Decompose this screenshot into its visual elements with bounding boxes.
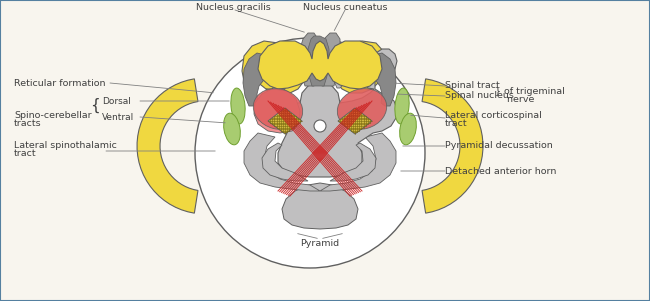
Text: Detached anterior horn: Detached anterior horn (445, 166, 556, 175)
Text: Spinal tract: Spinal tract (445, 82, 500, 91)
Circle shape (195, 38, 425, 268)
Text: tract: tract (14, 150, 36, 159)
Ellipse shape (254, 88, 303, 129)
Text: Pyramid: Pyramid (300, 238, 339, 247)
Ellipse shape (231, 88, 245, 124)
Text: tracts: tracts (14, 119, 42, 128)
Text: Nucleus cuneatus: Nucleus cuneatus (303, 2, 387, 11)
Text: Dorsal: Dorsal (102, 97, 131, 105)
Ellipse shape (314, 120, 326, 132)
Polygon shape (320, 133, 396, 191)
Text: Pyramidal decussation: Pyramidal decussation (445, 141, 552, 150)
Text: Lateral corticospinal: Lateral corticospinal (445, 111, 541, 120)
Polygon shape (300, 33, 319, 86)
Polygon shape (242, 41, 385, 93)
Text: Nucleus gracilis: Nucleus gracilis (196, 2, 270, 11)
Polygon shape (254, 89, 300, 133)
Text: } of trigeminal: } of trigeminal (495, 86, 565, 95)
Polygon shape (268, 108, 302, 134)
Ellipse shape (400, 113, 417, 145)
Polygon shape (370, 53, 396, 106)
Text: Reticular formation: Reticular formation (14, 79, 105, 88)
Polygon shape (320, 33, 340, 86)
Polygon shape (243, 53, 269, 106)
Polygon shape (258, 41, 382, 89)
Polygon shape (422, 79, 483, 213)
Polygon shape (137, 79, 198, 213)
Text: {: { (90, 98, 99, 113)
Polygon shape (330, 143, 376, 181)
Ellipse shape (224, 113, 240, 145)
Polygon shape (308, 36, 329, 86)
Text: Spinal nucleus: Spinal nucleus (445, 92, 514, 101)
Polygon shape (331, 48, 350, 88)
Polygon shape (338, 108, 372, 134)
Text: nerve: nerve (498, 95, 534, 104)
Text: Ventral: Ventral (102, 113, 135, 122)
Polygon shape (263, 49, 397, 177)
Ellipse shape (395, 88, 409, 124)
Polygon shape (244, 133, 320, 191)
Polygon shape (268, 48, 287, 88)
Text: tract: tract (445, 119, 467, 129)
Polygon shape (262, 143, 308, 181)
Ellipse shape (337, 88, 387, 129)
Text: Lateral spinothalamic: Lateral spinothalamic (14, 141, 117, 150)
Polygon shape (282, 183, 358, 229)
Text: Spino-cerebellar: Spino-cerebellar (14, 110, 92, 119)
